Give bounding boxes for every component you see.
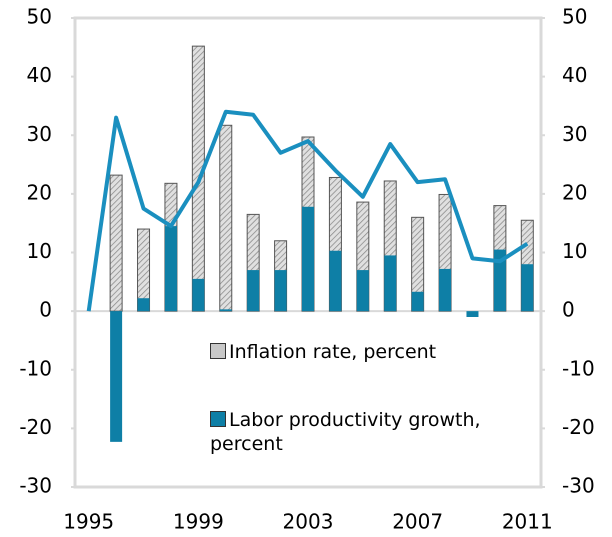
y-tick-label: -30 [19, 474, 52, 498]
y2-tick-label: 0 [562, 298, 575, 322]
y2-tick-label: -30 [562, 474, 595, 498]
x-tick-label: 2007 [392, 510, 443, 534]
bar [219, 124, 233, 312]
bar [219, 309, 232, 312]
bar [466, 311, 479, 317]
y2-tick-label: 20 [562, 180, 587, 204]
line [86, 109, 529, 312]
bar [302, 206, 314, 312]
legend-item: Inflation rate, percent [210, 340, 436, 364]
legend-label: Labor productivity growth, percent [210, 409, 481, 455]
bar [439, 268, 452, 312]
bar [164, 226, 177, 312]
legend-label: Inflation rate, percent [229, 341, 437, 363]
bar [247, 270, 260, 312]
bar [384, 255, 397, 312]
x-tick-label: 2003 [283, 510, 334, 534]
y-tick-label: -20 [19, 415, 52, 439]
legend-swatch [210, 411, 226, 427]
x-tick-label: 2011 [502, 510, 553, 534]
y2-tick-label: 30 [562, 122, 587, 146]
bar [329, 250, 342, 312]
bar [274, 270, 287, 312]
x-tick-label: 1999 [173, 510, 224, 534]
bar [137, 298, 150, 312]
y2-tick-label: 10 [562, 239, 587, 263]
y-tick-label: 10 [27, 239, 52, 263]
y-tick-label: 50 [27, 5, 52, 29]
y2-tick-label: -20 [562, 415, 595, 439]
bar [110, 311, 123, 442]
bar [521, 264, 534, 312]
x-tick-label: 1995 [63, 510, 114, 534]
y2-tick-label: 50 [562, 5, 587, 29]
legend-item: Labor productivity growth, percent [210, 408, 510, 456]
bar [411, 291, 424, 312]
y-tick-label: 20 [27, 180, 52, 204]
bar [192, 278, 205, 312]
y-tick-label: -10 [19, 356, 52, 380]
y-tick-label: 30 [27, 122, 52, 146]
y-tick-label: 40 [27, 63, 52, 87]
bar [493, 249, 506, 312]
y-tick-label: 0 [39, 298, 52, 322]
legend-swatch [210, 343, 226, 359]
bar [356, 270, 369, 312]
bar [109, 174, 123, 312]
y2-tick-label: 40 [562, 63, 587, 87]
y2-tick-label: -10 [562, 356, 595, 380]
